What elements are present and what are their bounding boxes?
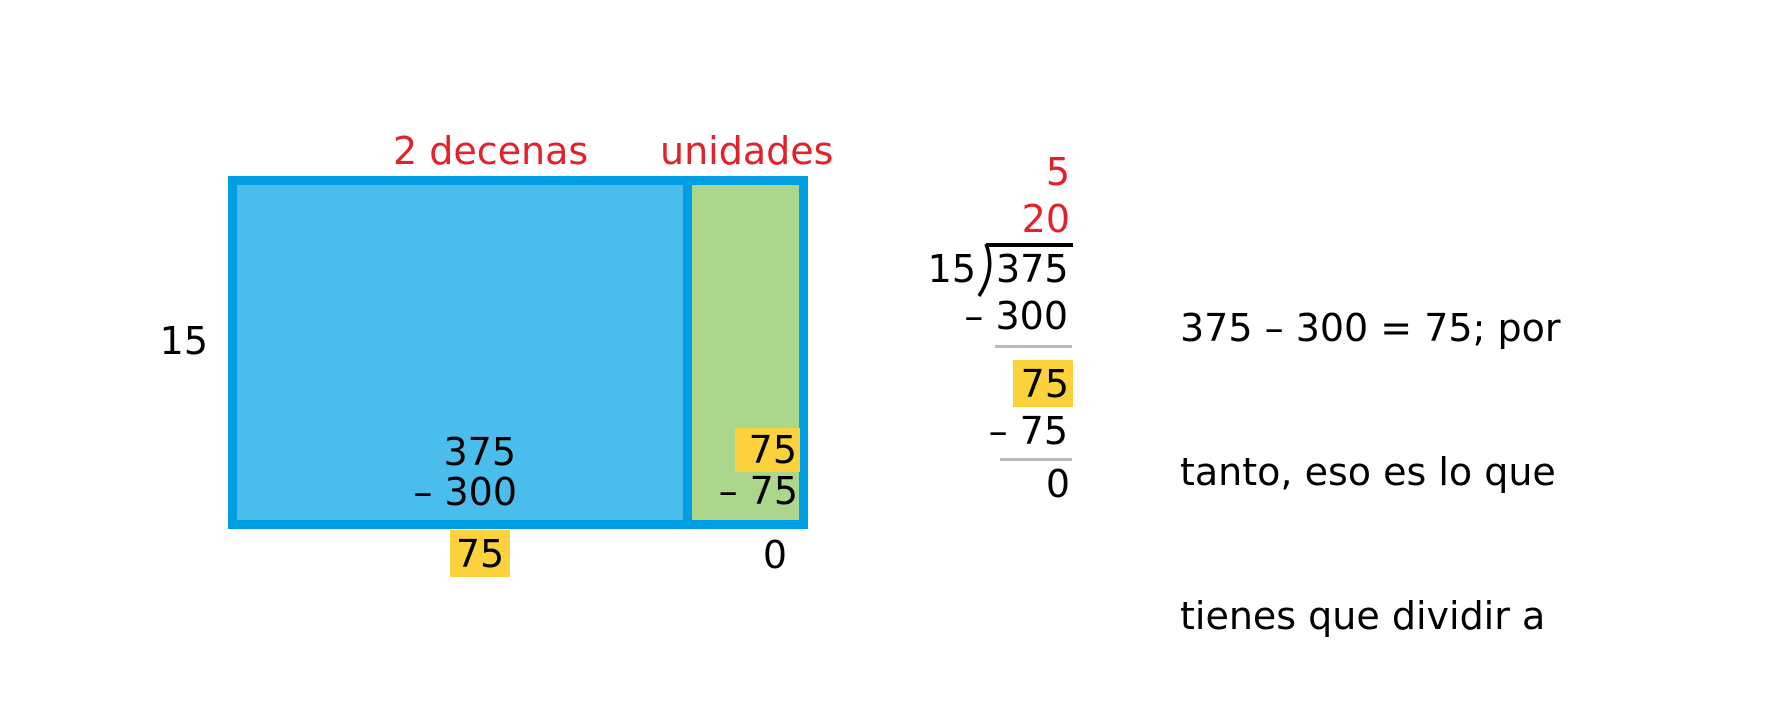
division-vinculum <box>986 243 1073 247</box>
caption-text: 375 – 300 = 75; por tanto, eso es lo que… <box>1180 208 1635 720</box>
division-subtract-300: – 300 <box>964 294 1068 338</box>
caption-line: 375 – 300 = 75; por <box>1180 306 1561 350</box>
units-remainder-result: 0 <box>762 533 787 577</box>
tens-column-label: 2 decenas <box>393 129 589 173</box>
division-final-remainder: 0 <box>1045 462 1070 506</box>
units-region-subtraction: – 75 <box>718 469 798 513</box>
quotient-digit-first: 20 <box>1021 197 1070 241</box>
tens-remainder-value: 75 <box>455 531 505 576</box>
units-column-label: unidades <box>660 129 834 173</box>
units-region-remainder-highlight: 75 <box>735 428 800 472</box>
tens-region-dividend: 375 <box>443 430 516 474</box>
quotient-digit-second: 5 <box>1045 150 1070 194</box>
dividend: 375 <box>996 247 1069 291</box>
area-model-rectangle <box>228 176 808 529</box>
rect-height-label: 15 <box>159 319 208 363</box>
division-rule-1 <box>995 345 1072 348</box>
tens-remainder-highlight: 75 <box>450 530 510 577</box>
division-remainder-highlight: 75 <box>1013 360 1073 407</box>
caption-line: tienes que dividir a <box>1180 594 1546 638</box>
division-bracket-icon <box>977 243 992 297</box>
division-subtract-75: – 75 <box>988 409 1068 453</box>
tens-region-subtraction: – 300 <box>413 470 517 514</box>
divisor: 15 <box>927 247 976 291</box>
caption-line: tanto, eso es lo que <box>1180 450 1556 494</box>
units-region-remainder-value: 75 <box>748 428 797 472</box>
division-remainder-value: 75 <box>1020 361 1069 406</box>
division-rule-2 <box>1000 458 1072 461</box>
